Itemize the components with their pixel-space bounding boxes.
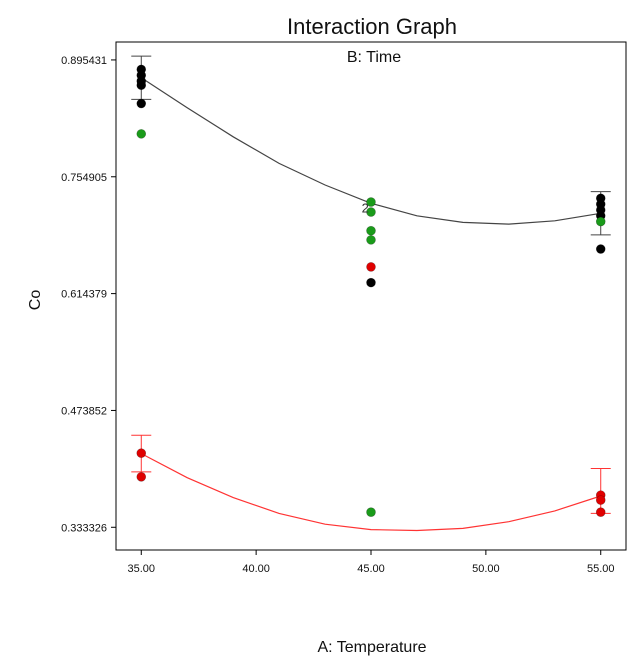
x-tick-label: 50.00	[472, 563, 500, 575]
data-point	[366, 507, 376, 517]
x-tick-label: 35.00	[128, 563, 156, 575]
data-point	[366, 262, 376, 272]
data-points	[136, 64, 606, 517]
y-tick-label: 0.333326	[61, 522, 107, 534]
chart-subtitle: B: Time	[347, 49, 401, 66]
overlap-count-label: 2	[362, 201, 369, 216]
y-tick-label: 0.614379	[61, 289, 107, 301]
data-point	[595, 495, 606, 505]
data-point	[366, 207, 376, 217]
fit-curves	[140, 77, 601, 532]
data-point	[366, 197, 376, 207]
fit-curve-1	[141, 453, 601, 532]
data-point	[136, 472, 147, 482]
data-point	[136, 98, 147, 109]
x-axis-ticks: 35.00 40.00 45.00 50.00 55.00	[128, 550, 615, 575]
data-point	[366, 235, 376, 245]
data-point	[595, 216, 606, 227]
data-point	[595, 507, 606, 517]
y-tick-label: 0.754905	[61, 172, 107, 184]
x-tick-label: 40.00	[242, 563, 270, 575]
x-tick-label: 45.00	[357, 563, 385, 575]
data-point	[136, 80, 147, 91]
y-axis-ticks: 0.333326 0.473852 0.614379 0.754905 0.895431	[61, 55, 116, 534]
chart-title: Interaction Graph	[287, 14, 457, 39]
x-tick-label: 55.00	[587, 563, 615, 575]
y-tick-label: 0.473852	[61, 405, 107, 417]
x-axis-title: A: Temperature	[317, 639, 426, 656]
data-point	[136, 129, 147, 139]
data-point	[595, 244, 606, 254]
data-point	[136, 448, 147, 458]
y-axis-title: Co	[27, 290, 44, 311]
plot-frame	[115, 41, 627, 551]
data-point	[366, 225, 376, 236]
y-tick-label: 0.895431	[61, 55, 107, 67]
data-point	[366, 277, 376, 288]
